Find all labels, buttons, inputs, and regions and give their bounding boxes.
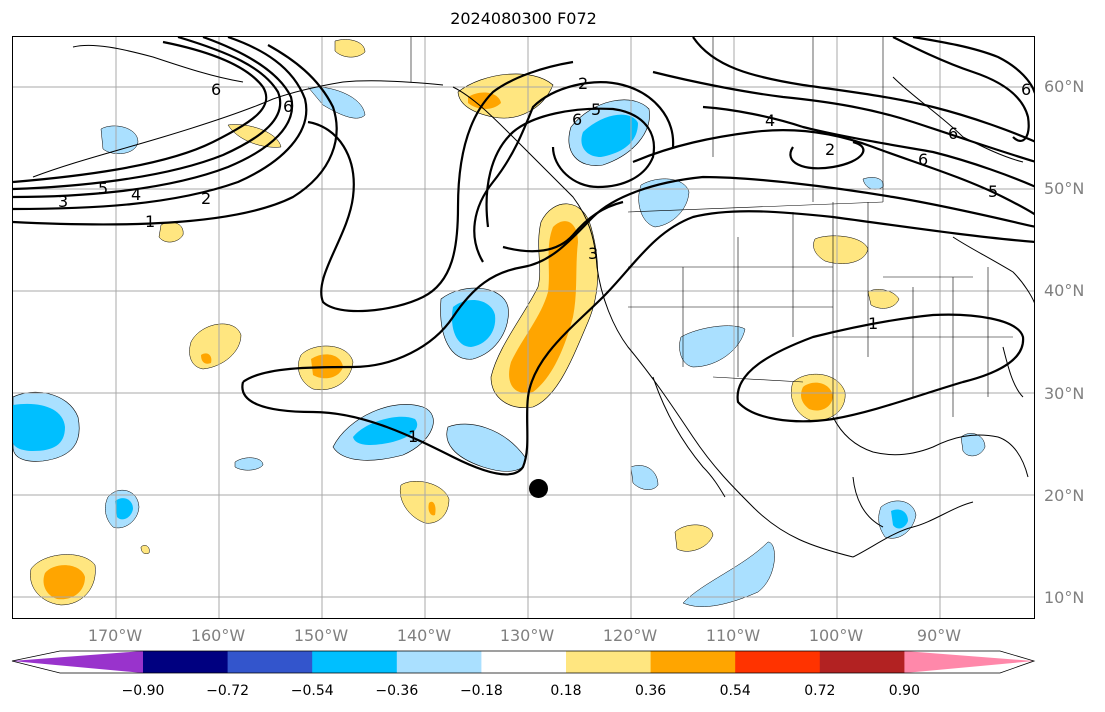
colorbar-extend-min [12, 651, 143, 673]
contour-label: 6 [211, 80, 221, 99]
contour-label: 6 [572, 110, 582, 129]
colorbar-cell [819, 651, 905, 673]
lat-label: 50°N [1044, 179, 1085, 198]
colorbar-tick-label: −0.36 [375, 683, 419, 699]
storm-marker [529, 479, 548, 498]
lon-label: 160°W [190, 626, 246, 645]
contour-label: 5 [988, 182, 998, 201]
contour-label: 3 [58, 192, 68, 211]
neg-anomaly-bc-core [581, 114, 638, 157]
map-svg: 6 6 5 4 3 2 1 2 5 6 3 4 6 6 5 2 1 1 6 [13, 37, 1034, 618]
pos-anomaly-se-pac-core [43, 565, 85, 600]
colorbar-tick-label: 0.54 [719, 683, 751, 699]
contour-label: 6 [1021, 80, 1031, 99]
contour-label: 6 [918, 150, 928, 169]
contour-label: 1 [408, 427, 418, 446]
colorbar-cell [396, 651, 482, 673]
lat-label: 20°N [1044, 486, 1085, 505]
colorbar-cell [227, 651, 313, 673]
lon-label: 140°W [396, 626, 452, 645]
map-title: 2024080300 F072 [450, 9, 597, 28]
colorbar-tick-label: −0.72 [206, 683, 250, 699]
colorbar-tick-label: −0.54 [290, 683, 334, 699]
pos-anomaly-158w-core [201, 353, 212, 364]
pos-anomaly-ak-pen [227, 124, 282, 148]
neg-anomaly-az [679, 325, 746, 368]
contour-label: 6 [283, 97, 293, 116]
lon-label: 130°W [499, 626, 555, 645]
pos-anomaly-164w [158, 222, 184, 243]
neg-anomaly-mexico-s [682, 541, 775, 607]
contour-label: 3 [588, 244, 598, 263]
colorbar [11, 650, 1036, 674]
lon-label: 120°W [602, 626, 658, 645]
colorbar-cell [481, 651, 567, 673]
pos-anomaly-ca-coast-core [509, 221, 578, 393]
shading-layer [13, 39, 986, 607]
lon-label: 150°W [293, 626, 349, 645]
neg-anomaly-west-core [13, 403, 65, 451]
contour-label: 6 [948, 124, 958, 143]
pos-anomaly-mexico-w [674, 524, 714, 552]
state-borders [410, 37, 1013, 417]
contour-label: 2 [825, 140, 835, 159]
colorbar-tick-label: −0.18 [459, 683, 503, 699]
neg-anomaly-142w-core [451, 300, 496, 347]
colorbar-tick-label: 0.72 [804, 683, 836, 699]
contour-label: 2 [201, 189, 211, 208]
colorbar-cell [143, 651, 229, 673]
contour-label: 4 [765, 111, 775, 130]
lat-label: 30°N [1044, 384, 1085, 403]
map-panel: 6 6 5 4 3 2 1 2 5 6 3 4 6 6 5 2 1 1 6 [12, 36, 1035, 619]
contours [13, 37, 1034, 476]
lon-label: 170°W [87, 626, 143, 645]
neg-anomaly-pac-core [353, 416, 418, 445]
pos-anomaly-hawaii-s [140, 545, 150, 554]
colorbar-tick-label: 0.36 [635, 683, 667, 699]
lat-label: 10°N [1044, 588, 1085, 607]
lon-label: 90°W [916, 626, 962, 645]
colorbar-cell [735, 651, 821, 673]
colorbar-cell [566, 651, 652, 673]
colorbar-tick-label: 0.90 [888, 683, 920, 699]
neg-anomaly-117w [630, 465, 659, 490]
neg-anomaly-greatlakes [862, 177, 884, 190]
lat-label: 40°N [1044, 281, 1085, 300]
contour-label: 2 [578, 74, 588, 93]
lat-label: 60°N [1044, 77, 1085, 96]
contour-label: 1 [868, 314, 878, 333]
contour-label: 5 [98, 179, 108, 198]
colorbar-tick-label: 0.18 [550, 683, 582, 699]
pos-anomaly-158w [189, 323, 242, 370]
pos-anomaly-kansas [867, 289, 900, 309]
colorbar-extend-max [904, 651, 1034, 673]
colorbar-tick-label: −0.90 [121, 683, 165, 699]
neg-anomaly-gulf-ak [307, 86, 366, 119]
neg-anomaly-central-am-core [891, 509, 908, 529]
pos-anomaly-texas-core [801, 382, 833, 411]
lon-label: 100°W [808, 626, 864, 645]
neg-anomaly-170w-core [115, 498, 133, 520]
neg-anomaly-pac-east [446, 423, 526, 472]
contour-label: 5 [591, 100, 601, 119]
lon-label: 110°W [705, 626, 761, 645]
coastlines [32, 44, 1034, 558]
neg-anomaly-idaho [638, 178, 690, 228]
contour-label: 4 [131, 185, 141, 204]
contour-labels: 6 6 5 4 3 2 1 2 5 6 3 4 6 6 5 2 1 1 6 [58, 74, 1031, 446]
colorbar-cell [650, 651, 736, 673]
pos-anomaly-138w-core [428, 501, 436, 516]
pos-anomaly-nebraska [813, 235, 869, 264]
pos-anomaly-ak-top [334, 39, 366, 58]
neg-anomaly-gulf-mx [960, 433, 986, 457]
neg-anomaly-hawaii-w [234, 457, 264, 471]
contour-label: 1 [145, 212, 155, 231]
colorbar-cell [312, 651, 398, 673]
graticule [13, 37, 1034, 618]
